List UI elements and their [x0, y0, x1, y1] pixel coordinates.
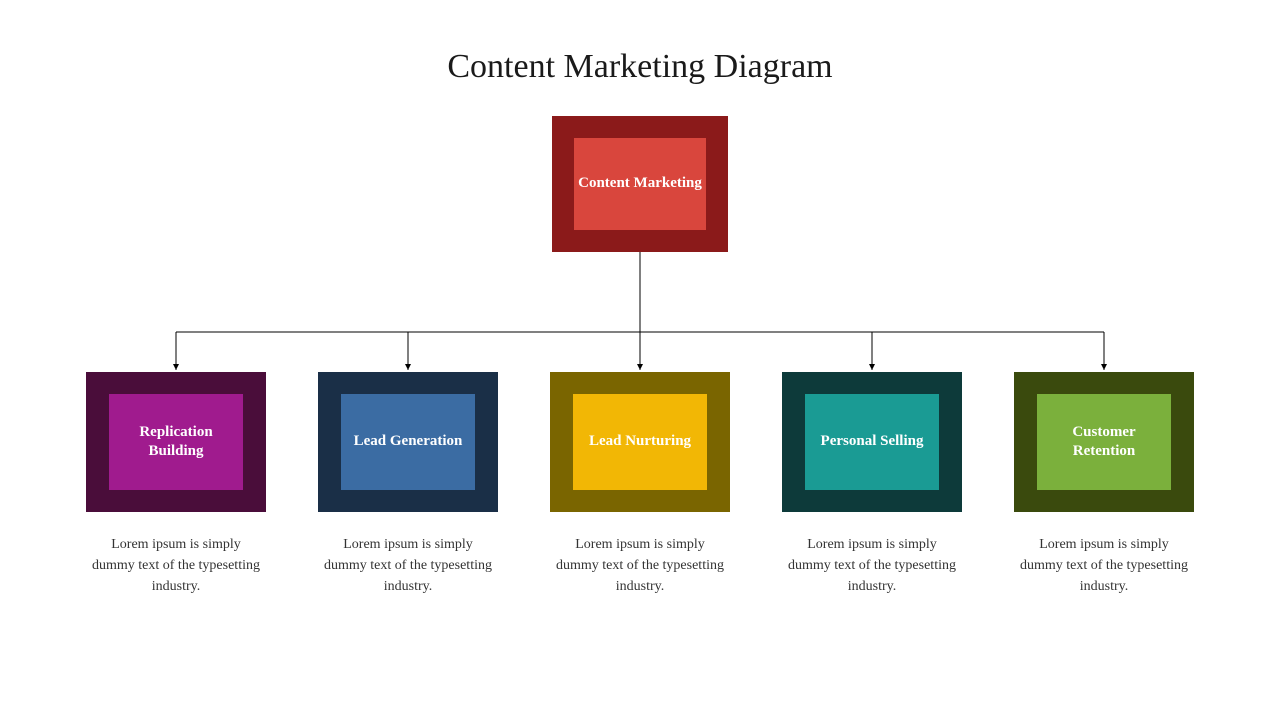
child-node: Customer Retention Lorem ipsum is simply … — [1014, 372, 1194, 597]
child-box-inner: Customer Retention — [1037, 394, 1171, 490]
children-row: Replication Building Lorem ipsum is simpl… — [0, 372, 1280, 597]
child-label: Personal Selling — [821, 432, 924, 452]
page-title: Content Marketing Diagram — [0, 0, 1280, 86]
child-node: Replication Building Lorem ipsum is simpl… — [86, 372, 266, 597]
child-box-outer: Lead Generation — [318, 372, 498, 512]
child-label: Lead Generation — [354, 432, 463, 452]
child-box-inner: Replication Building — [109, 394, 243, 490]
child-box-inner: Personal Selling — [805, 394, 939, 490]
child-description: Lorem ipsum is simply dummy text of the … — [782, 534, 962, 597]
child-node: Lead Nurturing Lorem ipsum is simply dumm… — [550, 372, 730, 597]
child-box-outer: Replication Building — [86, 372, 266, 512]
child-box-inner: Lead Generation — [341, 394, 475, 490]
child-description: Lorem ipsum is simply dummy text of the … — [86, 534, 266, 597]
child-box-outer: Personal Selling — [782, 372, 962, 512]
root-node: Content Marketing — [552, 116, 728, 252]
child-box-outer: Customer Retention — [1014, 372, 1194, 512]
child-label: Replication Building — [113, 423, 239, 462]
child-label: Customer Retention — [1041, 423, 1167, 462]
diagram-area: Content Marketing Replication Building Lo… — [0, 116, 1280, 696]
child-node: Lead Generation Lorem ipsum is simply dum… — [318, 372, 498, 597]
child-description: Lorem ipsum is simply dummy text of the … — [550, 534, 730, 597]
child-node: Personal Selling Lorem ipsum is simply du… — [782, 372, 962, 597]
child-description: Lorem ipsum is simply dummy text of the … — [318, 534, 498, 597]
child-box-outer: Lead Nurturing — [550, 372, 730, 512]
child-box-inner: Lead Nurturing — [573, 394, 707, 490]
child-label: Lead Nurturing — [589, 432, 691, 452]
root-label: Content Marketing — [578, 174, 702, 194]
child-description: Lorem ipsum is simply dummy text of the … — [1014, 534, 1194, 597]
